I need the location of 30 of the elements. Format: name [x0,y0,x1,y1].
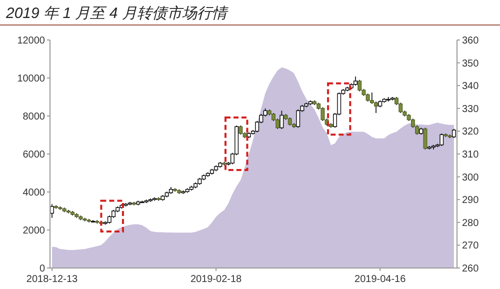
candlestick [452,128,456,138]
y-tick-label: 10000 [17,74,46,84]
chart-title: 2019 年 1 月至 4 月转债市场行情 [5,5,229,22]
y2-tick-label: 330 [462,104,480,115]
y2-tick-label: 280 [462,218,480,229]
y-tick-label: 4000 [22,188,46,198]
y-tick-label: 2000 [22,226,46,236]
candlestick [320,106,325,122]
candlestick [423,127,428,150]
y2-tick-label: 300 [462,172,480,184]
y-tick-label: 8000 [22,112,46,122]
y-tick-label: 12000 [17,36,46,46]
candlestick [354,76,358,86]
y2-tick-label: 310 [462,150,480,160]
y2-tick-label: 350 [462,58,480,70]
x-tick-label: 2019-04-16 [354,274,406,285]
y2-tick-label: 260 [462,264,480,274]
candlestick [296,109,300,128]
y2-tick-label: 290 [462,195,480,206]
candlestick [358,80,362,92]
x-tick-label: 2018-12-13 [26,274,78,285]
y2-tick-label: 320 [462,126,480,138]
y2-tick-label: 340 [462,81,480,92]
y-tick-label: 0 [39,264,46,274]
y2-tick-label: 360 [462,36,480,46]
candlestick [440,133,444,146]
candlestick [280,110,284,130]
y-tick-label: 6000 [22,150,46,160]
y2-tick-label: 270 [462,240,480,252]
x-tick-label: 2019-02-18 [190,274,242,285]
